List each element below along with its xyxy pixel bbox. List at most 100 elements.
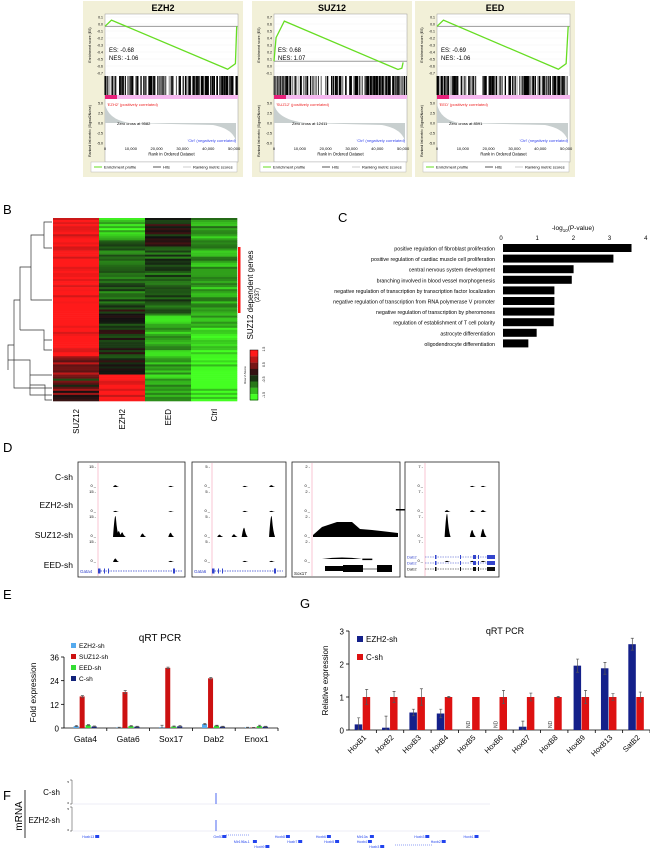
metric-tick: 0.0 — [98, 122, 103, 126]
heatmap-cell — [53, 333, 100, 337]
error-bar — [411, 708, 415, 717]
heatmap-cell — [145, 323, 192, 327]
heatmap-cell — [53, 295, 100, 298]
heatmap-cell — [191, 238, 238, 241]
heatmap-cell — [53, 388, 100, 392]
error-bar — [502, 690, 505, 704]
error-bar — [584, 690, 588, 704]
y-axis-label: Relative expression — [321, 646, 330, 716]
heatmap-cell — [191, 360, 238, 363]
bar-c-sh — [581, 697, 590, 730]
error-bar — [603, 662, 607, 675]
heatmap-cell — [99, 378, 146, 381]
error-bar — [638, 691, 642, 703]
signal-peak — [231, 534, 238, 537]
gene-exon — [435, 561, 437, 565]
track-scale-top: 2 - — [305, 539, 310, 544]
gene-exon — [377, 565, 392, 572]
heatmap-cell — [145, 258, 192, 261]
go-term-label: oligodendrocyte differentiation — [424, 342, 495, 348]
x-tick: 10,000 — [294, 146, 307, 151]
heatmap-cell — [53, 305, 100, 308]
gsea-legend — [259, 161, 407, 173]
heatmap-cell — [53, 356, 100, 359]
heatmap-cell — [99, 291, 146, 294]
track-scale-zero: 0 _ — [204, 558, 210, 563]
metric-tick: -5.0 — [97, 142, 103, 146]
x-tick: 50,000 — [228, 146, 241, 151]
error-bar — [160, 724, 164, 729]
bar-ezh2-sh — [436, 713, 445, 730]
es-tick: 0.0 — [430, 23, 435, 27]
heatmap-cell — [191, 222, 238, 225]
x-tick: 40,000 — [534, 146, 547, 151]
bar-c-sh — [390, 697, 398, 730]
es-tick: -0.7 — [429, 72, 435, 76]
heatmap-cell — [99, 234, 146, 237]
x-tick: 0 — [273, 146, 276, 151]
heatmap-cell — [99, 352, 146, 355]
heatmap-cell — [53, 364, 100, 367]
heatmap-cell — [145, 394, 192, 398]
error-bar — [258, 724, 262, 728]
bar-ezh2-sh — [600, 668, 609, 730]
heatmap-cell — [191, 382, 238, 386]
es-tick: -0.6 — [97, 65, 103, 69]
bar-c-sh — [362, 697, 371, 730]
panel-label-b: B — [3, 202, 12, 217]
nd-label: ND — [548, 720, 554, 728]
heatmap-cell — [99, 323, 146, 327]
gene-exon — [435, 567, 437, 571]
bar-c-sh — [636, 697, 644, 730]
heatmap-cell — [191, 246, 238, 249]
heatmap-cell — [191, 309, 238, 312]
enrichment-profile-line — [273, 20, 404, 71]
track-scale-top: 2 - — [305, 514, 310, 519]
heatmap-cell — [145, 283, 192, 286]
bar-ezh2-sh — [628, 644, 636, 730]
heatmap-cell — [53, 372, 100, 375]
error-bar — [215, 724, 219, 727]
gene-exon — [474, 835, 479, 838]
heatmap-cell — [99, 376, 146, 379]
gene-label: Hoxb1 — [464, 835, 474, 839]
error-bar — [529, 692, 533, 702]
track-scale-top: 15 - — [89, 514, 97, 519]
error-bar — [357, 717, 361, 731]
legend-swatch — [71, 676, 76, 681]
signal-peak — [313, 522, 398, 537]
heatmap-cell — [191, 366, 238, 369]
locus-sox17: 2 -0 _2 -0 _2 -0 _2 -0 _Sox17 — [291, 461, 406, 578]
error-bar — [392, 691, 396, 703]
heatmap-cell — [145, 333, 192, 337]
signal-peak — [469, 485, 476, 487]
gsea-title: SUZ12 — [318, 3, 346, 13]
heatmap-cell — [53, 307, 100, 310]
heatmap-cell — [191, 398, 238, 402]
enrichment-profile-line — [436, 19, 569, 71]
metric-tick: 5.0 — [430, 102, 435, 106]
heatmap-cell — [191, 270, 238, 274]
heatmap-cell — [191, 230, 238, 233]
track-scale-zero: 0 — [67, 801, 69, 805]
colorbar-tick: 0.5 — [262, 362, 266, 367]
gene-exon — [369, 835, 374, 838]
bar-suz12-sh — [165, 667, 171, 728]
heatmap-cell — [99, 384, 146, 388]
heatmap-cell — [53, 256, 100, 259]
x-tick: 40,000 — [202, 146, 215, 151]
go-bar — [503, 265, 574, 274]
heatmap-cell — [145, 279, 192, 282]
heatmap-cell — [191, 342, 238, 345]
heatmap-cell — [99, 331, 146, 335]
heatmap-cell — [99, 380, 146, 383]
signal-peak — [113, 510, 119, 512]
bar-eed-sh — [85, 725, 91, 728]
track-scale-zero: 0 _ — [304, 533, 310, 538]
heatmap-cell — [145, 388, 192, 392]
heatmap-cell — [145, 218, 192, 221]
heatmap-cell — [191, 262, 238, 266]
heatmap-cell — [145, 335, 192, 339]
legend-swatch — [71, 654, 76, 659]
heatmap-cell — [145, 307, 192, 310]
